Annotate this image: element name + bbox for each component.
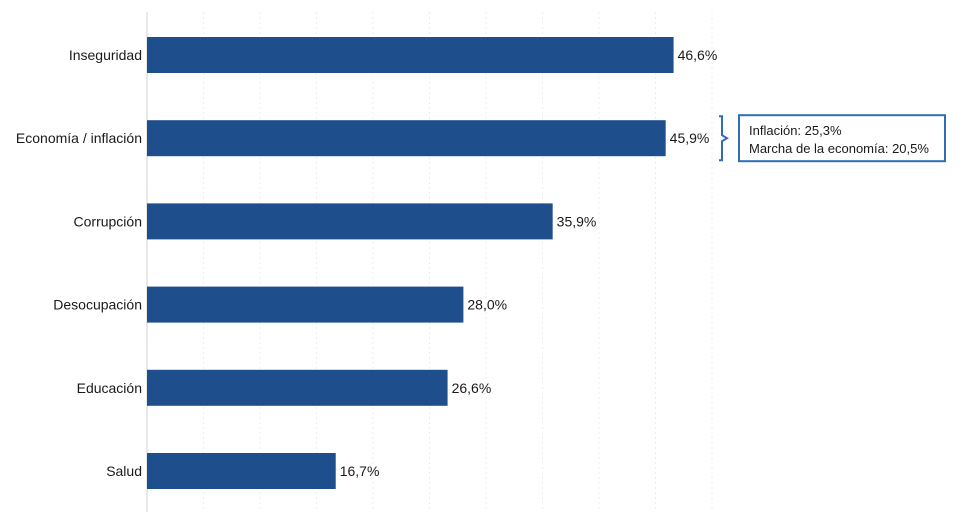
- bar-economia-inflacion: [147, 120, 666, 157]
- bars: [147, 37, 674, 489]
- annotation-bracket: [719, 115, 729, 162]
- bar-desocupacion: [147, 286, 464, 323]
- bar-inseguridad: [147, 37, 674, 73]
- value-label-salud: 16,7%: [340, 463, 380, 479]
- category-label-desocupacion: Desocupación: [53, 297, 142, 313]
- value-labels: 46,6% 45,9% 35,9% 28,0% 26,6% 16,7%: [340, 47, 718, 479]
- annotation: Inflación: 25,3% Marcha de la economía: …: [719, 114, 946, 163]
- category-label-inseguridad: Inseguridad: [69, 47, 142, 63]
- category-label-corrupcion: Corrupción: [74, 213, 142, 229]
- bar-salud: [147, 453, 336, 489]
- grid-lines: [146, 12, 713, 512]
- annotation-line-inflacion: Inflación: 25,3%: [749, 123, 842, 138]
- category-labels: Inseguridad Economía / inflación Corrupció…: [16, 47, 142, 479]
- value-label-educacion: 26,6%: [452, 380, 492, 396]
- bar-corrupcion: [147, 203, 553, 240]
- annotation-line-marcha-economia: Marcha de la economía: 20,5%: [749, 141, 929, 156]
- value-label-economia-inflacion: 45,9%: [670, 130, 710, 146]
- value-label-inseguridad: 46,6%: [678, 47, 718, 63]
- category-label-economia-inflacion: Economía / inflación: [16, 130, 142, 146]
- value-label-corrupcion: 35,9%: [557, 213, 597, 229]
- category-label-salud: Salud: [106, 463, 142, 479]
- value-label-desocupacion: 28,0%: [467, 297, 507, 313]
- annotation-box: [738, 114, 946, 163]
- bar-educacion: [147, 369, 448, 406]
- category-label-educacion: Educación: [77, 380, 142, 396]
